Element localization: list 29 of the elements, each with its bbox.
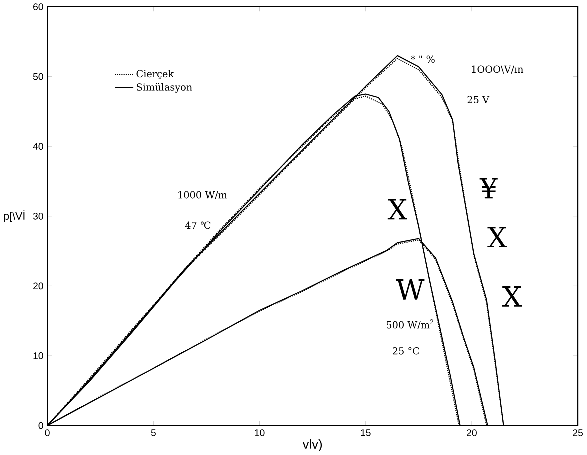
y-tick-label: 30 [33,212,44,220]
y-tick-label: 50 [33,73,44,80]
x-tick-label: 20 [467,430,477,436]
annotation: 500 W/m$^{2}$ [386,320,434,330]
y-tick-label: 10 [34,352,44,360]
x-tick-label: 5 [151,430,156,436]
y-tick-label: 40 [33,143,44,150]
y-axis-title: p[\Vİ [4,210,25,222]
annotation: 1OOO\V/ın [472,66,524,74]
annotation: X [502,286,522,307]
x-tick-label: 0 [45,430,50,436]
x-tick-label: 25 [573,430,584,436]
x-axis-title: vlv) [302,439,322,452]
legend-label: Cierçek [136,70,174,80]
x-tick-label: 15 [361,430,371,436]
y-tick-label: 20 [34,282,44,290]
annotation: 25 V [468,96,490,104]
y-tick-label: 0 [38,422,44,430]
annotation: W [396,279,425,300]
annotation: * " % [411,56,435,63]
y-tick-label: 60 [34,4,44,10]
annotation: 47 ℃ [185,222,211,230]
legend-label: Simülasyon [137,83,192,93]
annotation: 1000 W/m [178,191,228,200]
annotation: ¥ [480,178,498,199]
annotation: X [488,227,508,248]
x-tick-label: 10 [255,430,265,436]
annotation: 25 °C [393,347,420,355]
annotation: X [388,199,408,220]
